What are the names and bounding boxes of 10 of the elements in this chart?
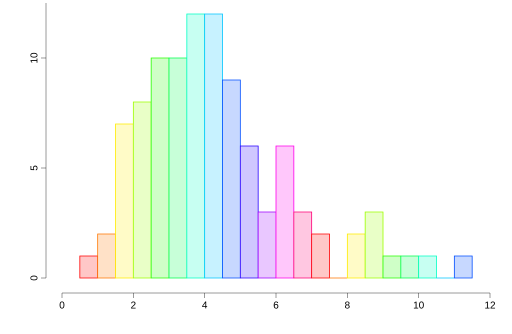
x-tick-label: 0 [60,302,64,309]
x-tick-label: 8 [345,302,350,309]
x-tick-label: 6 [274,302,278,309]
y-tick-label: 10 [30,52,38,63]
y-tick-label: 5 [30,166,38,170]
x-tick-label: 4 [202,302,208,308]
x-tick-label: 10 [414,302,424,309]
x-tick-label: 12 [485,302,496,308]
y-tick-label: 0 [30,276,38,280]
x-tick-label: 2 [131,302,136,308]
